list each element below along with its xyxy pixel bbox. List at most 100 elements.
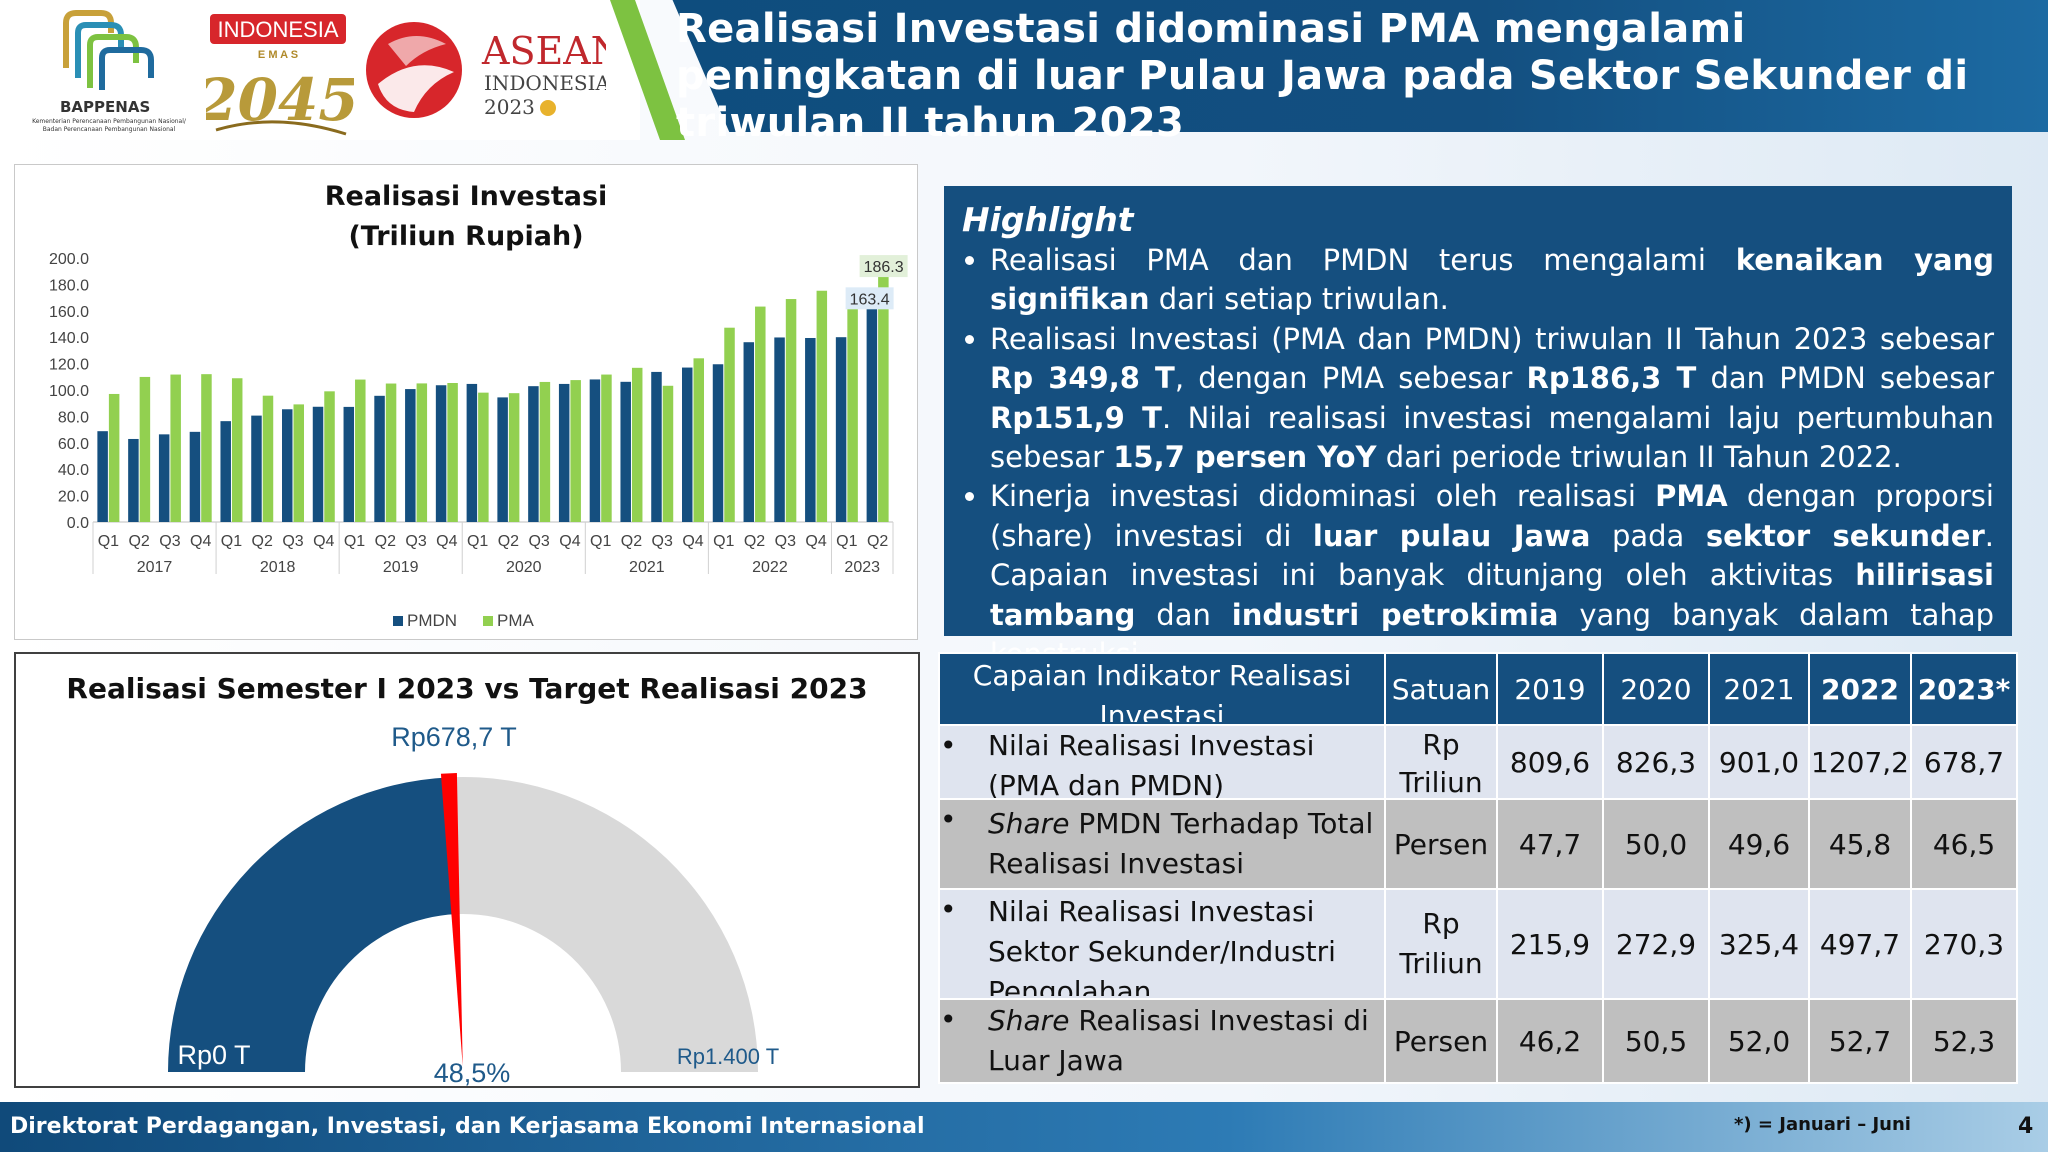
cell-2019: 809,6 [1496, 724, 1604, 800]
svg-text:INDONESIA: INDONESIA [217, 17, 338, 42]
bar-pma [416, 383, 428, 522]
row-unit: Rp Triliun [1384, 888, 1498, 1000]
bar-pma [693, 358, 704, 522]
y-tick-label: 40.0 [58, 462, 89, 479]
x-tick-label: Q3 [282, 533, 303, 550]
chart-subtitle: (Triliun Rupiah) [348, 221, 584, 252]
cell-2020: 826,3 [1602, 724, 1710, 800]
row-unit: Rp Triliun [1384, 724, 1498, 800]
bar-pmdn [251, 415, 262, 522]
bar-pma [539, 381, 551, 522]
svg-text:2023: 2023 [484, 95, 535, 119]
x-tick-label: Q1 [590, 533, 611, 550]
x-tick-label: Q3 [652, 533, 673, 550]
year-label: 2020 [506, 559, 542, 576]
highlight-item: Realisasi PMA dan PMDN terus mengalami k… [990, 241, 1994, 320]
bar-pma [508, 393, 520, 522]
data-label-bg [859, 255, 908, 278]
bar-pmdn [589, 379, 601, 522]
bar-pmdn [343, 406, 355, 522]
chart-title: Realisasi Investasi [324, 181, 608, 212]
bar-pmdn [805, 337, 816, 522]
y-tick-label: 60.0 [58, 436, 89, 453]
x-tick-label: Q1 [836, 533, 857, 550]
cell-2023: 52,3 [1910, 998, 2018, 1084]
cell-2020: 50,0 [1602, 798, 1710, 890]
bar-pma [324, 391, 335, 522]
bar-pmdn [405, 389, 416, 522]
cell-2023: 46,5 [1910, 798, 2018, 890]
row-label: • Nilai Realisasi Investasi (PMA dan PMDN… [938, 724, 1386, 800]
bar-pma [601, 374, 612, 522]
cell-2020: 272,9 [1602, 888, 1710, 1000]
table-row: • Nilai Realisasi Investasi (PMA dan PMDN… [938, 724, 2018, 800]
x-tick-label: Q3 [775, 533, 796, 550]
row-label: • Nilai Realisasi Investasi Sektor Sekund… [938, 888, 1386, 1000]
y-tick-label: 200.0 [49, 251, 89, 268]
bar-pma [231, 378, 243, 522]
bar-pmdn [620, 381, 631, 522]
year-label: 2021 [629, 559, 665, 576]
cell-2019: 47,7 [1496, 798, 1604, 890]
gauge-panel: Realisasi Semester I 2023 vs Target Real… [14, 652, 920, 1088]
cell-2023: 678,7 [1910, 724, 2018, 800]
highlight-list: Realisasi PMA dan PMDN terus mengalami k… [962, 241, 1994, 674]
bar-pma [785, 299, 797, 522]
bar-pmdn [835, 337, 847, 522]
bar-pma [755, 306, 766, 522]
gauge-remainder [449, 777, 758, 1072]
investment-chart-panel: Realisasi Investasi (Triliun Rupiah) 200… [14, 164, 918, 640]
bar-pmdn [712, 364, 724, 522]
legend-swatch-pmdn [393, 616, 403, 626]
x-tick-label: Q1 [467, 533, 488, 550]
gauge-value-label: Rp678,7 T [391, 722, 517, 752]
footer-text: Direktorat Perdagangan, Investasi, dan K… [10, 1114, 925, 1139]
bar-pmdn [158, 434, 170, 522]
bar-pma [170, 374, 181, 522]
indonesia-emas-2045-logo-icon: INDONESIA E M A S 2045 [206, 14, 354, 136]
cell-2022: 497,7 [1808, 888, 1912, 1000]
table-row: • Nilai Realisasi Investasi Sektor Sekund… [938, 888, 2018, 1000]
bar-pma [293, 404, 304, 522]
cell-2021: 325,4 [1708, 888, 1810, 1000]
cell-2020: 50,5 [1602, 998, 1710, 1084]
bar-pma [108, 393, 120, 522]
y-tick-label: 0.0 [67, 515, 89, 532]
bar-pmdn [558, 383, 570, 522]
bar-pma [878, 276, 889, 522]
header-2021: 2021 [1708, 652, 1810, 726]
bappenas-logo-icon [63, 10, 154, 90]
gauge-percent-label: 48,5% [434, 1058, 511, 1086]
year-label: 2022 [752, 559, 788, 576]
data-label: 186.3 [864, 259, 904, 276]
y-tick-label: 20.0 [58, 489, 89, 506]
row-label: • Share PMDN Terhadap Total Realisasi Inv… [938, 798, 1386, 890]
bar-pma [847, 291, 858, 522]
x-tick-label: Q4 [805, 533, 826, 550]
gauge-needle [440, 772, 463, 1067]
bar-pma [385, 383, 397, 522]
y-tick-label: 120.0 [49, 357, 89, 374]
x-tick-label: Q4 [313, 533, 334, 550]
legend-label: PMA [497, 611, 535, 630]
title-bar [672, 0, 2048, 132]
year-label: 2019 [383, 559, 419, 576]
x-tick-label: Q2 [498, 533, 519, 550]
cell-2023: 270,3 [1910, 888, 2018, 1000]
row-unit: Persen [1384, 798, 1498, 890]
header-2023: 2023* [1910, 652, 2018, 726]
header-2020: 2020 [1602, 652, 1710, 726]
gauge-min-label: Rp0 T [177, 1040, 250, 1070]
bar-pmdn [774, 337, 785, 522]
x-tick-label: Q1 [344, 533, 365, 550]
highlight-item: Realisasi Investasi (PMA dan PMDN) triwu… [990, 320, 1994, 478]
x-tick-label: Q2 [375, 533, 396, 550]
bar-pma [570, 380, 581, 522]
investment-bar-chart: 200.0 180.0 160.0 140.0 120.0 100.0 80.0 60.0 40… [49, 251, 908, 630]
header-2019: 2019 [1496, 652, 1604, 726]
bar-pma [447, 383, 458, 522]
bar-pma [355, 379, 366, 522]
x-tick-label: Q3 [405, 533, 426, 550]
year-label: 2023 [844, 559, 880, 576]
data-label-bg [845, 287, 894, 310]
